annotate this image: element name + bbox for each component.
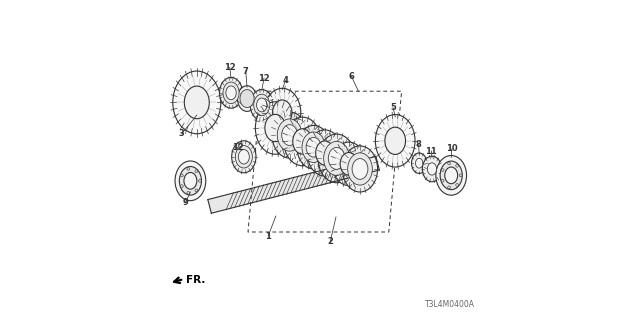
Polygon shape: [208, 156, 380, 213]
Circle shape: [180, 174, 183, 177]
Text: 3: 3: [179, 129, 184, 138]
Ellipse shape: [173, 71, 221, 134]
Ellipse shape: [175, 161, 206, 201]
Ellipse shape: [348, 153, 372, 185]
Text: FR.: FR.: [186, 275, 205, 285]
Ellipse shape: [445, 167, 458, 184]
Ellipse shape: [223, 82, 239, 104]
Ellipse shape: [242, 92, 252, 106]
Ellipse shape: [436, 156, 467, 195]
Ellipse shape: [226, 86, 236, 100]
Text: 12: 12: [232, 143, 243, 152]
Ellipse shape: [440, 161, 462, 190]
Circle shape: [441, 169, 444, 172]
Circle shape: [448, 186, 451, 189]
Ellipse shape: [415, 158, 423, 168]
Ellipse shape: [253, 94, 270, 116]
Text: 9: 9: [183, 198, 188, 207]
Ellipse shape: [282, 125, 298, 145]
Ellipse shape: [324, 141, 349, 175]
Text: T3L4M0400A: T3L4M0400A: [425, 300, 475, 309]
Ellipse shape: [385, 127, 406, 155]
Ellipse shape: [307, 130, 342, 176]
Ellipse shape: [184, 86, 209, 119]
Ellipse shape: [179, 166, 202, 195]
Ellipse shape: [284, 117, 321, 166]
Circle shape: [187, 191, 189, 194]
Ellipse shape: [428, 163, 436, 175]
Ellipse shape: [255, 102, 295, 154]
Ellipse shape: [250, 90, 273, 120]
Text: 6: 6: [348, 72, 355, 81]
Ellipse shape: [318, 134, 355, 183]
Circle shape: [198, 180, 202, 182]
Circle shape: [456, 164, 458, 167]
Ellipse shape: [257, 98, 267, 112]
Ellipse shape: [422, 156, 442, 182]
Ellipse shape: [297, 125, 330, 169]
Ellipse shape: [238, 150, 250, 164]
Text: 8: 8: [416, 140, 421, 149]
Ellipse shape: [184, 172, 197, 189]
Ellipse shape: [412, 153, 427, 173]
Ellipse shape: [237, 86, 257, 111]
Ellipse shape: [332, 142, 365, 186]
Ellipse shape: [375, 115, 415, 167]
Circle shape: [187, 167, 189, 170]
Ellipse shape: [220, 77, 243, 108]
Text: 4: 4: [282, 76, 289, 85]
Text: 12: 12: [258, 74, 270, 83]
Circle shape: [195, 170, 198, 172]
Circle shape: [460, 174, 462, 177]
Text: 12: 12: [224, 63, 236, 72]
Ellipse shape: [340, 153, 358, 175]
Text: 10: 10: [446, 144, 458, 153]
Circle shape: [441, 179, 444, 182]
Text: 2: 2: [327, 237, 333, 246]
Text: 11: 11: [426, 147, 437, 156]
Ellipse shape: [342, 146, 378, 192]
Ellipse shape: [264, 88, 301, 137]
Ellipse shape: [240, 90, 254, 108]
Circle shape: [456, 184, 458, 186]
Ellipse shape: [232, 141, 256, 173]
Ellipse shape: [277, 119, 302, 151]
Circle shape: [195, 189, 198, 192]
Ellipse shape: [352, 159, 368, 179]
Text: 1: 1: [265, 232, 271, 241]
Ellipse shape: [292, 129, 312, 154]
Ellipse shape: [316, 141, 334, 165]
Ellipse shape: [302, 132, 325, 163]
Ellipse shape: [265, 114, 285, 142]
Text: 5: 5: [390, 103, 396, 112]
Ellipse shape: [306, 137, 321, 157]
Ellipse shape: [273, 100, 292, 125]
Ellipse shape: [328, 148, 345, 169]
Circle shape: [180, 185, 183, 188]
Ellipse shape: [272, 112, 307, 158]
Circle shape: [448, 162, 451, 165]
Ellipse shape: [236, 146, 252, 168]
Text: 7: 7: [243, 67, 248, 76]
